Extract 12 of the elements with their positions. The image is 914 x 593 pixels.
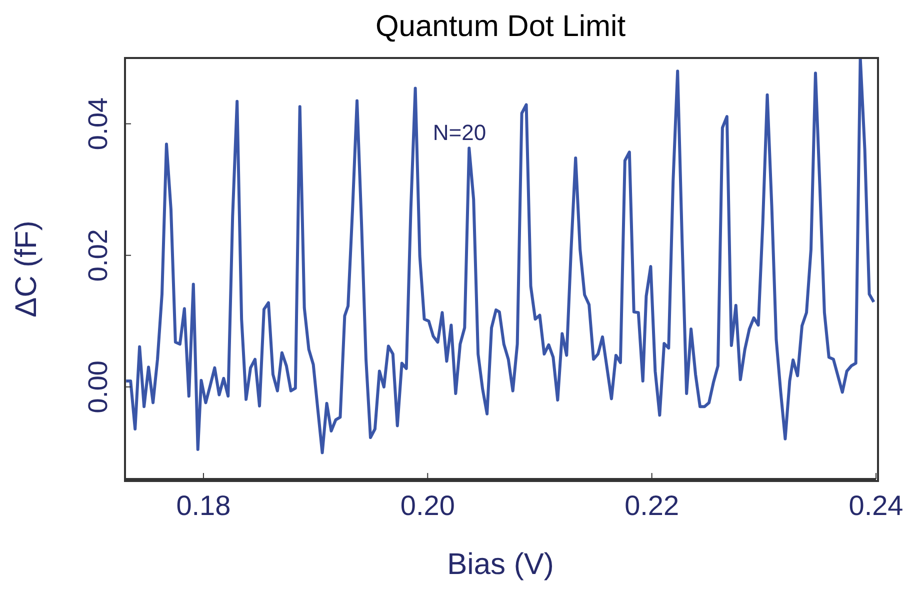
x-tick-label: 0.20	[400, 490, 455, 521]
y-tick-label: 0.04	[83, 98, 113, 150]
x-tick-label: 0.24	[848, 490, 904, 521]
x-tick-label: 0.18	[176, 490, 231, 521]
line-series	[125, 58, 876, 454]
chart-title: Quantum Dot Limit	[374, 10, 627, 44]
y-tick-label: 0.02	[83, 229, 113, 282]
y-axis-title: ΔC (fF)	[10, 219, 44, 319]
x-tick-label: 0.22	[624, 490, 680, 521]
x-axis-title: Bias (V)	[446, 548, 555, 582]
annotation: N=20	[432, 120, 486, 146]
y-tick-label: 0.00	[83, 360, 113, 414]
